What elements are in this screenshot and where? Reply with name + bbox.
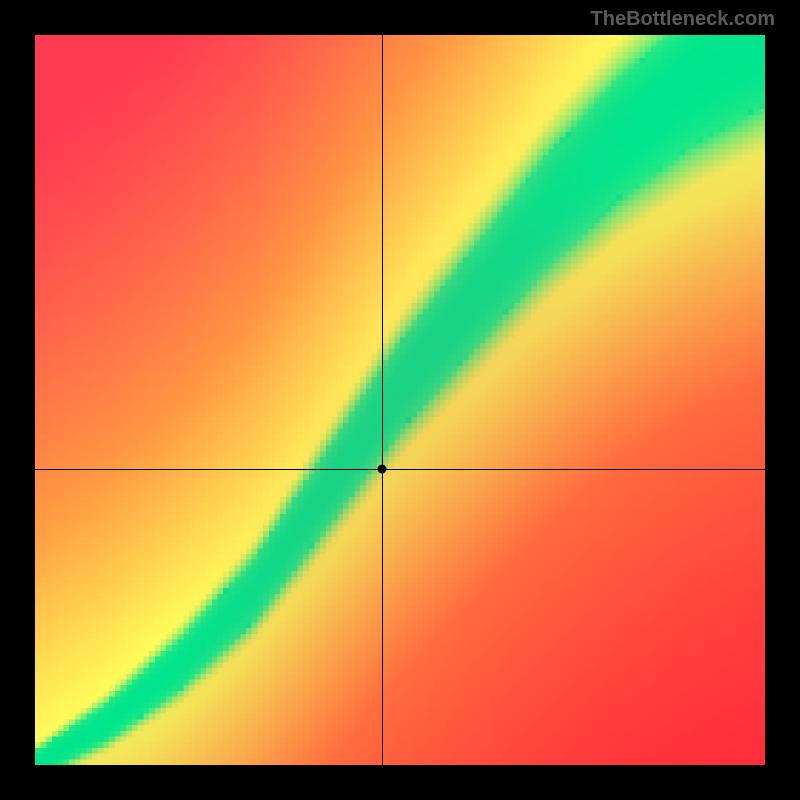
crosshair-horizontal (35, 469, 765, 470)
chart-container (0, 0, 800, 800)
crosshair-marker-dot (377, 465, 386, 474)
watermark-text: TheBottleneck.com (591, 8, 775, 31)
plot-area (35, 35, 765, 765)
heatmap-canvas (35, 35, 765, 765)
crosshair-vertical (382, 35, 383, 765)
